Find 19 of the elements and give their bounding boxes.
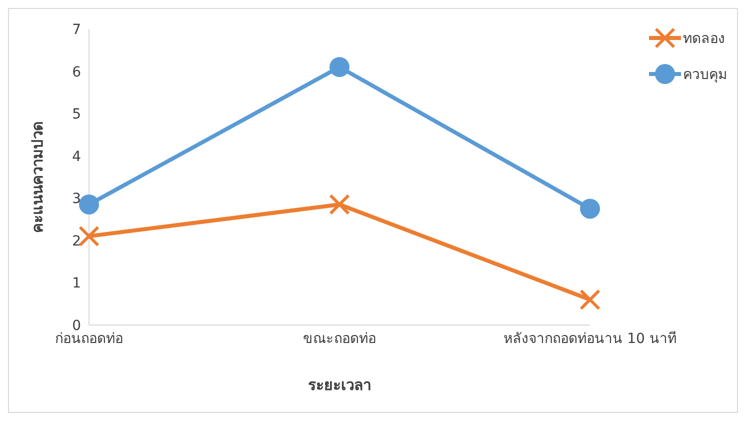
point xyxy=(79,194,99,214)
y-tick-label: 3 xyxy=(72,191,81,208)
point xyxy=(78,226,100,247)
y-tick-label: 2 xyxy=(72,233,81,250)
y-tick-label: 4 xyxy=(72,148,82,165)
point xyxy=(580,289,600,310)
x-axis-title: ระยะเวลา xyxy=(308,376,371,394)
y-tick-label: 5 xyxy=(72,106,81,123)
point xyxy=(330,57,350,78)
x-tick-label: ขณะถอดท่อ xyxy=(303,330,376,347)
y-axis-title: คะแนนความปวด xyxy=(28,121,46,233)
y-tick-label: 6 xyxy=(72,64,82,80)
point xyxy=(580,198,600,219)
y-tick-label: 1 xyxy=(72,276,81,292)
legend-label: ควบคุม xyxy=(683,66,727,85)
x-tick-label: หลังจากถอดท่อนาน 10 นาที xyxy=(504,330,676,347)
point xyxy=(329,194,350,215)
legend-label: ทดลอง xyxy=(683,30,725,49)
y-tick-label: 7 xyxy=(72,22,81,38)
